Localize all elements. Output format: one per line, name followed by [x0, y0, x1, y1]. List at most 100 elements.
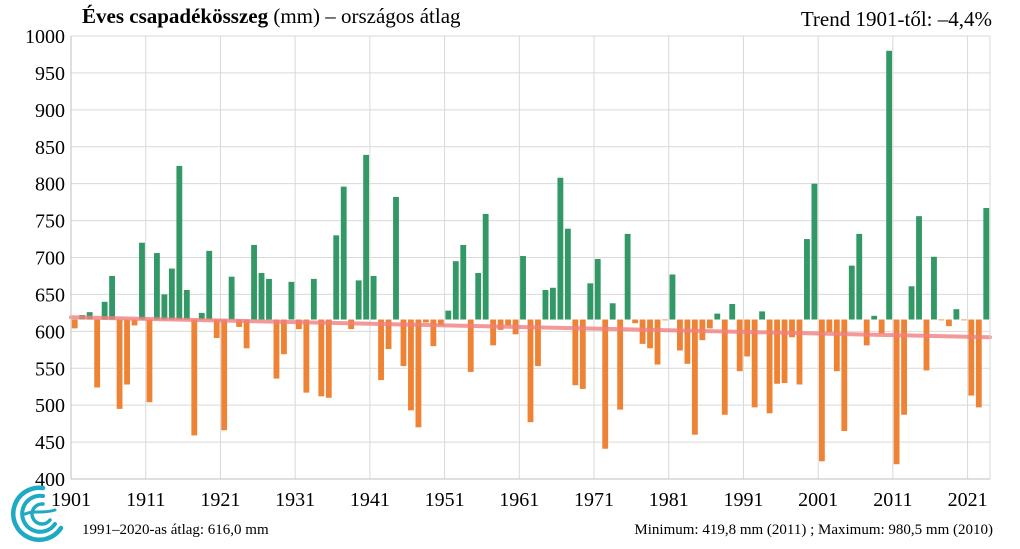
- bars: [71, 50, 990, 465]
- bar: [221, 319, 228, 431]
- bar: [871, 315, 878, 320]
- bar: [109, 275, 116, 320]
- bar: [938, 319, 945, 321]
- bar: [445, 310, 452, 320]
- bar: [325, 319, 332, 398]
- bar: [505, 319, 511, 326]
- chart-title: Éves csapadékösszeg (mm) – országos átla…: [82, 4, 461, 29]
- bar: [587, 283, 594, 320]
- y-tick-label: 600: [35, 321, 65, 343]
- bar: [168, 268, 175, 320]
- bar: [908, 286, 915, 320]
- bar: [856, 233, 863, 320]
- bar: [617, 319, 624, 410]
- bar: [236, 319, 243, 327]
- y-tick-label: 550: [35, 358, 65, 380]
- bar: [916, 216, 922, 320]
- bar: [422, 319, 429, 323]
- axes: [70, 36, 991, 480]
- bar: [594, 258, 601, 320]
- bar: [251, 244, 257, 320]
- y-tick-label: 450: [35, 432, 65, 454]
- bar: [826, 319, 833, 333]
- bar: [333, 235, 340, 320]
- bar: [527, 319, 534, 423]
- bar: [415, 319, 422, 428]
- bar: [490, 319, 497, 346]
- bar: [774, 319, 780, 384]
- y-tick-label: 900: [35, 100, 65, 122]
- bar: [901, 319, 907, 415]
- bar: [281, 319, 287, 355]
- bar: [759, 311, 766, 320]
- y-tick-label: 700: [35, 248, 65, 270]
- bar: [213, 319, 220, 338]
- x-tick-label: 1921: [200, 489, 240, 511]
- x-tick-label: 1941: [350, 489, 390, 511]
- bar: [804, 239, 810, 320]
- bar: [945, 319, 952, 327]
- y-tick-label: 650: [35, 284, 65, 306]
- bar: [385, 319, 392, 350]
- y-tick-label: 500: [35, 395, 65, 417]
- bar: [751, 319, 758, 408]
- bar: [721, 319, 728, 415]
- bar: [258, 273, 265, 320]
- bar: [647, 319, 653, 349]
- bar: [833, 319, 840, 372]
- bar: [295, 319, 302, 330]
- bar: [781, 319, 788, 384]
- x-tick-label: 1961: [499, 489, 539, 511]
- bar: [691, 319, 698, 435]
- bar: [632, 319, 639, 324]
- bar: [303, 319, 310, 393]
- bar: [923, 319, 930, 371]
- bar: [677, 319, 683, 351]
- bar: [408, 319, 414, 411]
- x-tick-label: 1901: [51, 489, 91, 511]
- bar: [736, 319, 743, 372]
- bar: [848, 265, 855, 320]
- x-tick-label: 1971: [574, 489, 614, 511]
- bar: [206, 250, 213, 320]
- bar: [228, 276, 235, 320]
- chart-title-bold: Éves csapadékösszeg: [82, 4, 269, 28]
- bar: [340, 186, 347, 320]
- bar: [684, 319, 691, 364]
- bar: [273, 319, 280, 379]
- bar: [535, 319, 541, 367]
- y-tick-label: 1000: [25, 26, 65, 48]
- bar: [789, 319, 795, 338]
- bar: [811, 183, 818, 320]
- minmax-label: Minimum: 419,8 mm (2011) ; Maximum: 980,…: [634, 522, 993, 538]
- x-tick-label: 1951: [425, 489, 465, 511]
- bar: [542, 289, 549, 320]
- bar: [818, 319, 825, 462]
- bar: [370, 275, 377, 320]
- bar: [572, 319, 579, 386]
- y-tick-label: 800: [35, 174, 65, 196]
- bar: [953, 309, 960, 320]
- bar: [729, 304, 736, 320]
- bar: [378, 319, 384, 381]
- bar: [310, 278, 317, 320]
- bar: [669, 274, 676, 320]
- bar: [841, 319, 848, 432]
- bar: [266, 278, 272, 320]
- bar: [183, 289, 190, 320]
- bar: [154, 253, 160, 320]
- bar: [363, 154, 370, 320]
- bar: [960, 319, 967, 321]
- y-tick-label: 950: [35, 63, 65, 85]
- bar: [714, 313, 721, 320]
- swirl-logo-icon: [3, 480, 73, 549]
- bar: [288, 281, 295, 320]
- bar: [609, 303, 616, 320]
- trend-line-group: [69, 315, 992, 340]
- bar: [94, 319, 101, 388]
- bar: [176, 165, 183, 320]
- bar: [161, 294, 168, 320]
- bar: [437, 319, 444, 326]
- bar: [624, 233, 631, 320]
